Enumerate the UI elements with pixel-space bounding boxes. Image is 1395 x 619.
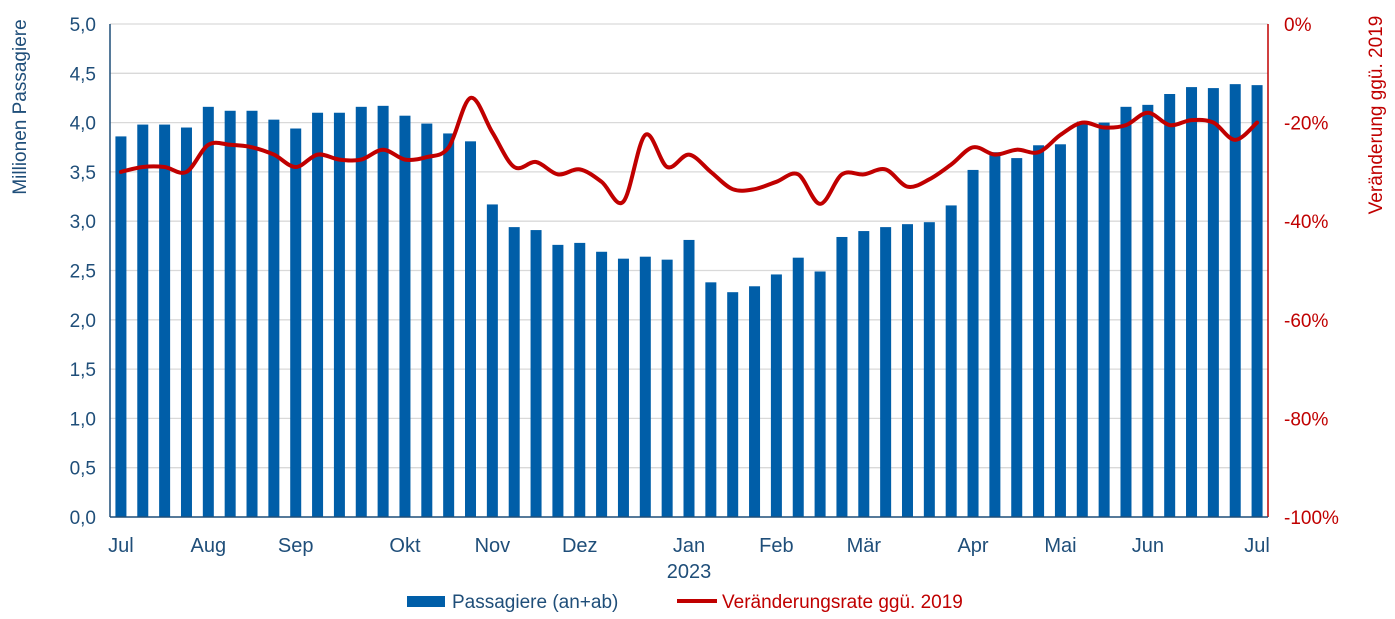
- bar: [399, 115, 411, 517]
- bar: [836, 236, 848, 517]
- bar: [1076, 121, 1088, 517]
- bar: [1120, 106, 1132, 517]
- y-axis-title-left: Millionen Passagiere: [10, 19, 31, 194]
- bar-series-passagiere: [115, 84, 1263, 518]
- line-series-veraenderungsrate: [118, 95, 1260, 206]
- y-tick-label-left: 1,5: [70, 360, 96, 381]
- bar: [465, 141, 477, 518]
- bar: [749, 286, 761, 517]
- bar: [1098, 122, 1110, 517]
- bar: [377, 105, 389, 517]
- x-tick-label: Nov: [475, 535, 511, 557]
- bar: [443, 133, 455, 518]
- bar: [1033, 145, 1045, 517]
- legend-label-line: Veränderungsrate ggü. 2019: [722, 592, 963, 613]
- bar: [333, 112, 345, 518]
- bar: [1207, 88, 1219, 517]
- tick-labels: 0,0 0,5 1,0 1,5 2,0 2,5 3,0 3,5 4,0 4,5 5,0 -100% -8…: [70, 15, 1339, 583]
- bar: [268, 119, 280, 517]
- x-tick-label: Jul: [108, 535, 134, 557]
- x-tick-label: Jan: [673, 535, 705, 557]
- bar: [355, 106, 367, 517]
- series-line: [118, 95, 1260, 206]
- y-tick-label-left: 2,5: [70, 262, 96, 283]
- x-tick-label: Aug: [191, 535, 227, 557]
- y-tick-label-left: 1,0: [70, 409, 96, 430]
- y-tick-label-left: 0,5: [70, 459, 96, 480]
- bar: [486, 204, 498, 518]
- bar: [770, 274, 782, 517]
- x-tick-label: Feb: [759, 535, 793, 557]
- bar: [596, 251, 608, 518]
- y-tick-label-left: 2,0: [70, 311, 96, 332]
- bar: [989, 152, 1001, 517]
- bar: [574, 242, 586, 517]
- bar: [159, 124, 171, 518]
- bar: [945, 205, 957, 517]
- bar: [1054, 144, 1066, 518]
- bar: [224, 110, 236, 517]
- bar: [530, 230, 542, 517]
- bar: [1164, 94, 1176, 518]
- y-tick-label-right: -80%: [1284, 409, 1328, 430]
- bar: [792, 257, 804, 517]
- x-year-label: 2023: [667, 561, 712, 583]
- bar: [661, 259, 673, 517]
- bar: [246, 110, 258, 517]
- bar: [312, 112, 324, 518]
- bar: [552, 244, 564, 517]
- bar: [901, 224, 913, 517]
- axes: [109, 24, 1269, 518]
- bar: [880, 227, 892, 517]
- x-tick-label: Apr: [957, 535, 988, 557]
- bar: [858, 231, 870, 517]
- y-axis-title-right: Veränderung ggü. 2019: [1366, 16, 1387, 215]
- y-tick-label-left: 5,0: [70, 15, 96, 36]
- y-tick-label-left: 4,0: [70, 114, 96, 135]
- bar: [683, 239, 695, 517]
- bar: [1251, 85, 1263, 517]
- y-tick-label-left: 3,0: [70, 212, 96, 233]
- legend-swatch-bar: [407, 596, 445, 607]
- bar: [967, 169, 979, 518]
- x-tick-label: Mär: [847, 535, 882, 557]
- y-tick-label-right: 0%: [1284, 15, 1312, 36]
- bar: [1186, 87, 1198, 517]
- bar: [617, 258, 629, 517]
- bar: [115, 136, 127, 518]
- bar: [814, 271, 826, 517]
- y-tick-label-left: 4,5: [70, 64, 96, 85]
- x-tick-label: Sep: [278, 535, 314, 557]
- bar: [923, 222, 935, 517]
- x-tick-label: Dez: [562, 535, 598, 557]
- y-tick-label-left: 0,0: [70, 508, 96, 529]
- bar: [137, 124, 149, 518]
- y-tick-label-right: -40%: [1284, 212, 1328, 233]
- bar: [1229, 84, 1241, 518]
- x-tick-label: Jul: [1244, 535, 1270, 557]
- y-tick-label-right: -20%: [1284, 114, 1328, 135]
- y-tick-label-right: -100%: [1284, 508, 1339, 529]
- y-tick-label-right: -60%: [1284, 311, 1328, 332]
- bar: [508, 227, 520, 517]
- x-tick-label: Okt: [389, 535, 421, 557]
- bar: [202, 106, 214, 517]
- bar: [290, 128, 302, 518]
- bar: [1011, 158, 1023, 517]
- bar: [727, 292, 739, 517]
- bar: [421, 123, 433, 517]
- legend: Passagiere (an+ab) Veränderungsrate ggü.…: [407, 592, 963, 613]
- bar: [705, 282, 717, 517]
- x-tick-label: Jun: [1132, 535, 1164, 557]
- x-tick-label: Mai: [1044, 535, 1076, 557]
- bar: [180, 127, 192, 517]
- legend-label-bar: Passagiere (an+ab): [452, 592, 618, 613]
- bar: [639, 256, 651, 517]
- bar: [1142, 104, 1154, 518]
- y-tick-label-left: 3,5: [70, 163, 96, 184]
